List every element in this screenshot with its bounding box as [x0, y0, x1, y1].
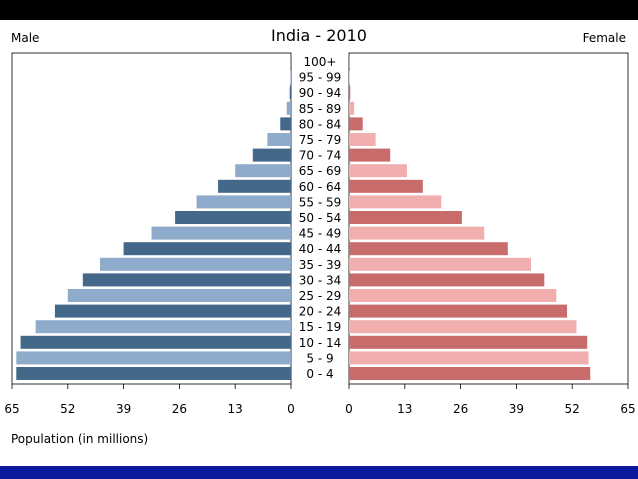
male-tick-label: 26 — [172, 402, 187, 416]
male-bar — [280, 117, 291, 131]
male-bar — [20, 335, 291, 349]
male-tick-label: 52 — [60, 402, 75, 416]
age-group-label: 0 - 4 — [306, 367, 333, 381]
male-bar — [151, 226, 291, 240]
male-bar — [196, 195, 291, 209]
male-bar — [82, 273, 291, 287]
male-bar — [218, 179, 291, 193]
male-bar — [99, 257, 291, 271]
female-bar — [349, 133, 376, 146]
female-tick-label: 39 — [509, 402, 524, 416]
female-bar — [349, 289, 557, 302]
male-bar — [175, 211, 291, 224]
male-bar — [16, 351, 292, 365]
age-group-label: 55 - 59 — [299, 195, 342, 209]
female-bar — [349, 86, 351, 100]
male-bar — [267, 133, 291, 146]
female-bar — [349, 273, 545, 287]
age-group-label: 70 - 74 — [299, 149, 342, 163]
top-bar — [0, 0, 638, 20]
female-tick-label: 26 — [453, 402, 468, 416]
female-bar — [349, 257, 531, 271]
age-group-label: 75 - 79 — [299, 133, 342, 147]
female-bar — [349, 351, 589, 365]
female-bar — [349, 320, 577, 334]
age-group-label: 40 - 44 — [299, 242, 342, 256]
age-group-label: 45 - 49 — [299, 227, 342, 241]
female-tick-label: 52 — [565, 402, 580, 416]
age-group-label: 10 - 14 — [299, 336, 342, 350]
age-group-label: 95 - 99 — [299, 71, 342, 85]
bottom-bar — [0, 466, 638, 479]
age-group-label: 85 - 89 — [299, 102, 342, 116]
female-label: Female — [582, 31, 626, 45]
age-group-label: 30 - 34 — [299, 273, 342, 287]
female-bar — [349, 242, 508, 256]
female-bar — [349, 195, 442, 209]
female-bar — [349, 148, 391, 162]
male-tick-label: 0 — [287, 402, 295, 416]
age-group-label: 60 - 64 — [299, 180, 342, 194]
male-bar — [252, 148, 291, 162]
female-bar — [349, 101, 355, 115]
female-bar — [349, 211, 462, 224]
female-tick-label: 65 — [620, 402, 635, 416]
female-bar — [349, 226, 485, 240]
female-bar — [349, 117, 363, 131]
male-label: Male — [11, 31, 40, 45]
age-group-label: 25 - 29 — [299, 289, 342, 303]
age-group-label: 90 - 94 — [299, 86, 342, 100]
x-axis-label: Population (in millions) — [11, 432, 149, 446]
female-tick-label: 13 — [397, 402, 412, 416]
age-group-label: 35 - 39 — [299, 258, 342, 272]
male-bar — [35, 320, 291, 334]
age-group-label: 80 - 84 — [299, 117, 342, 131]
age-group-label: 65 - 69 — [299, 164, 342, 178]
female-bar — [349, 179, 423, 193]
male-bar — [289, 86, 291, 100]
female-bar — [349, 164, 407, 178]
age-group-label: 100+ — [304, 55, 337, 69]
male-tick-label: 39 — [116, 402, 131, 416]
male-bar — [54, 304, 291, 318]
male-bar — [16, 367, 292, 380]
male-bar — [235, 164, 291, 178]
age-group-label: 50 - 54 — [299, 211, 342, 225]
chart-title: India - 2010 — [271, 26, 367, 45]
male-tick-label: 13 — [228, 402, 243, 416]
female-bar — [349, 335, 588, 349]
male-bar — [286, 101, 291, 115]
age-group-label: 5 - 9 — [306, 351, 333, 365]
male-bar — [67, 289, 291, 302]
female-bar — [349, 367, 591, 380]
age-group-label: 20 - 24 — [299, 305, 342, 319]
female-tick-label: 0 — [345, 402, 353, 416]
male-tick-label: 65 — [4, 402, 19, 416]
age-group-label: 15 - 19 — [299, 320, 342, 334]
male-bar — [123, 242, 291, 256]
female-bar — [349, 304, 568, 318]
